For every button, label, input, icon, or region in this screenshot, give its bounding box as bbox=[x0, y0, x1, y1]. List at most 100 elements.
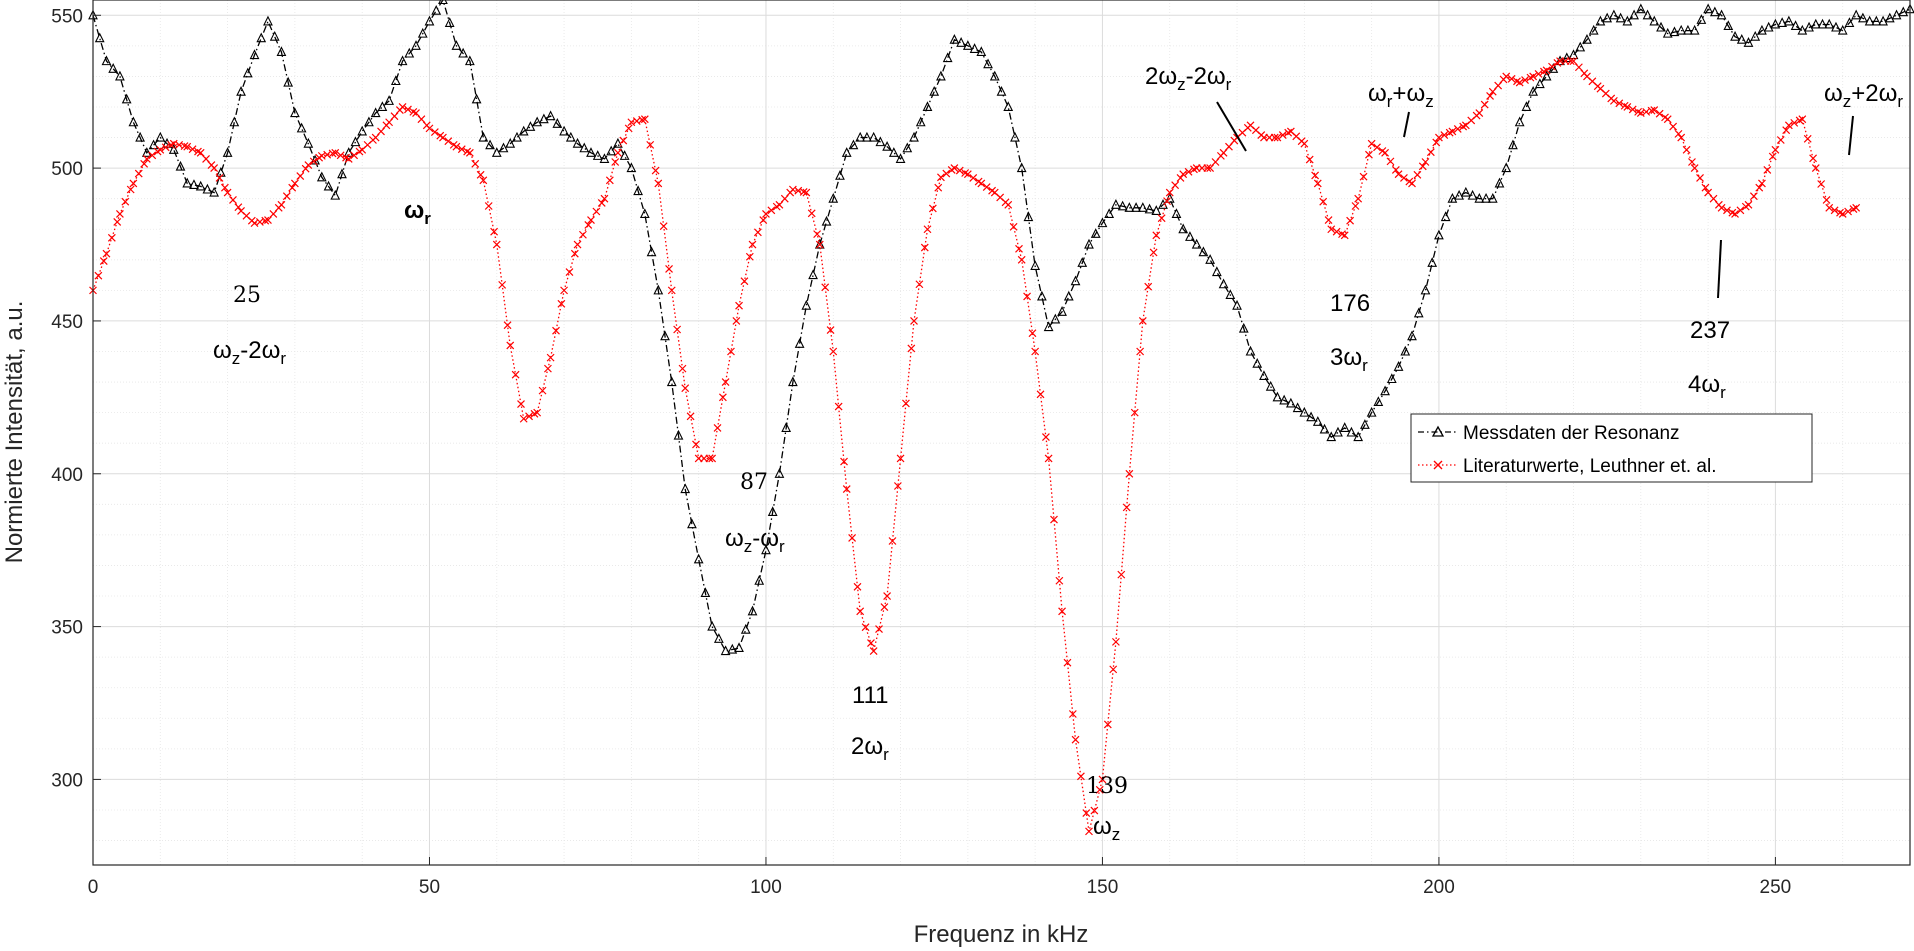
data-point bbox=[841, 147, 852, 157]
data-point bbox=[1830, 206, 1839, 215]
annotation-25-label: ωz-2ωr bbox=[213, 337, 286, 368]
data-point bbox=[1825, 203, 1834, 212]
data-point bbox=[573, 240, 582, 249]
data-point bbox=[1165, 188, 1174, 197]
data-point bbox=[1851, 9, 1862, 20]
data-point bbox=[1609, 96, 1618, 105]
data-point bbox=[1391, 166, 1400, 174]
data-point bbox=[1515, 78, 1524, 87]
data-point bbox=[982, 183, 991, 191]
data-point bbox=[1474, 192, 1485, 203]
data-point bbox=[745, 252, 754, 261]
data-point bbox=[693, 553, 704, 564]
data-point bbox=[692, 440, 700, 449]
data-point bbox=[183, 142, 192, 151]
data-point bbox=[950, 164, 959, 173]
legend-marker-measured bbox=[1431, 425, 1445, 437]
data-point bbox=[182, 177, 193, 188]
data-point bbox=[1486, 92, 1494, 100]
data-point bbox=[1090, 806, 1099, 815]
annotation-237-number: 237 bbox=[1690, 317, 1730, 344]
data-point bbox=[794, 338, 805, 348]
data-point bbox=[276, 46, 287, 57]
annotation-176-number: 176 bbox=[1330, 290, 1370, 317]
data-point bbox=[962, 40, 973, 50]
data-point bbox=[808, 269, 818, 280]
data-point bbox=[713, 633, 724, 643]
annotation-2wz-2wr-pointer bbox=[1216, 101, 1247, 152]
data-point bbox=[767, 506, 778, 517]
data-point bbox=[1701, 183, 1710, 192]
data-point bbox=[559, 125, 569, 136]
data-point bbox=[296, 122, 307, 133]
data-point bbox=[646, 246, 657, 257]
data-point bbox=[1076, 772, 1085, 781]
data-point bbox=[606, 145, 617, 156]
data-point bbox=[397, 55, 408, 66]
data-point bbox=[1852, 203, 1861, 212]
data-point bbox=[1758, 179, 1766, 188]
data-point bbox=[1413, 170, 1422, 179]
annotation-176-label: 3ωr bbox=[1330, 344, 1368, 375]
data-point bbox=[1709, 6, 1720, 17]
data-point bbox=[364, 116, 374, 127]
data-point bbox=[619, 150, 630, 160]
data-point bbox=[1731, 210, 1739, 218]
data-point bbox=[1798, 115, 1807, 124]
data-point bbox=[1023, 211, 1034, 222]
data-point bbox=[1386, 157, 1395, 166]
data-point bbox=[853, 582, 862, 591]
data-point bbox=[619, 136, 628, 145]
data-point bbox=[1319, 423, 1330, 434]
data-point bbox=[956, 37, 967, 47]
data-point bbox=[633, 185, 643, 196]
data-point bbox=[882, 140, 892, 151]
data-point bbox=[673, 429, 684, 440]
data-point bbox=[1824, 18, 1835, 29]
data-point bbox=[826, 326, 835, 335]
annotation-139-label: ωz bbox=[1093, 813, 1120, 844]
data-point bbox=[611, 158, 620, 166]
data-point bbox=[579, 142, 590, 153]
data-point bbox=[135, 131, 145, 142]
data-point bbox=[654, 179, 663, 188]
data-point bbox=[1750, 30, 1761, 41]
data-point bbox=[175, 160, 186, 171]
data-point bbox=[868, 131, 879, 142]
data-point bbox=[989, 70, 1000, 81]
data-point bbox=[1803, 134, 1812, 143]
data-point bbox=[234, 203, 243, 212]
data-point bbox=[1043, 321, 1054, 332]
data-point bbox=[484, 202, 493, 210]
data-point bbox=[424, 15, 435, 26]
data-point bbox=[282, 192, 291, 201]
data-point bbox=[1218, 278, 1229, 289]
data-point bbox=[1864, 15, 1875, 26]
annotation-237-label: 4ωr bbox=[1688, 371, 1726, 402]
data-point bbox=[734, 642, 744, 653]
data-point bbox=[1763, 21, 1774, 32]
data-point bbox=[1111, 199, 1121, 209]
data-point bbox=[290, 179, 299, 188]
data-point bbox=[747, 605, 758, 616]
legend-marker-literature bbox=[1433, 460, 1443, 470]
data-point bbox=[1313, 179, 1322, 188]
data-point bbox=[1413, 307, 1424, 318]
data-point bbox=[1508, 139, 1518, 150]
data-point bbox=[1426, 148, 1435, 157]
data-point bbox=[1421, 158, 1430, 166]
data-point bbox=[659, 222, 668, 231]
data-point bbox=[1003, 101, 1014, 112]
data-point bbox=[1528, 85, 1539, 96]
data-point bbox=[498, 142, 509, 153]
data-point bbox=[1324, 216, 1333, 224]
data-point bbox=[1381, 148, 1390, 157]
data-point bbox=[646, 140, 655, 149]
data-point bbox=[126, 185, 135, 194]
data-point bbox=[862, 131, 872, 142]
data-point bbox=[1179, 170, 1188, 179]
data-point bbox=[1041, 433, 1050, 442]
data-point bbox=[1582, 34, 1592, 44]
data-point bbox=[1278, 131, 1287, 140]
data-point bbox=[525, 121, 536, 131]
